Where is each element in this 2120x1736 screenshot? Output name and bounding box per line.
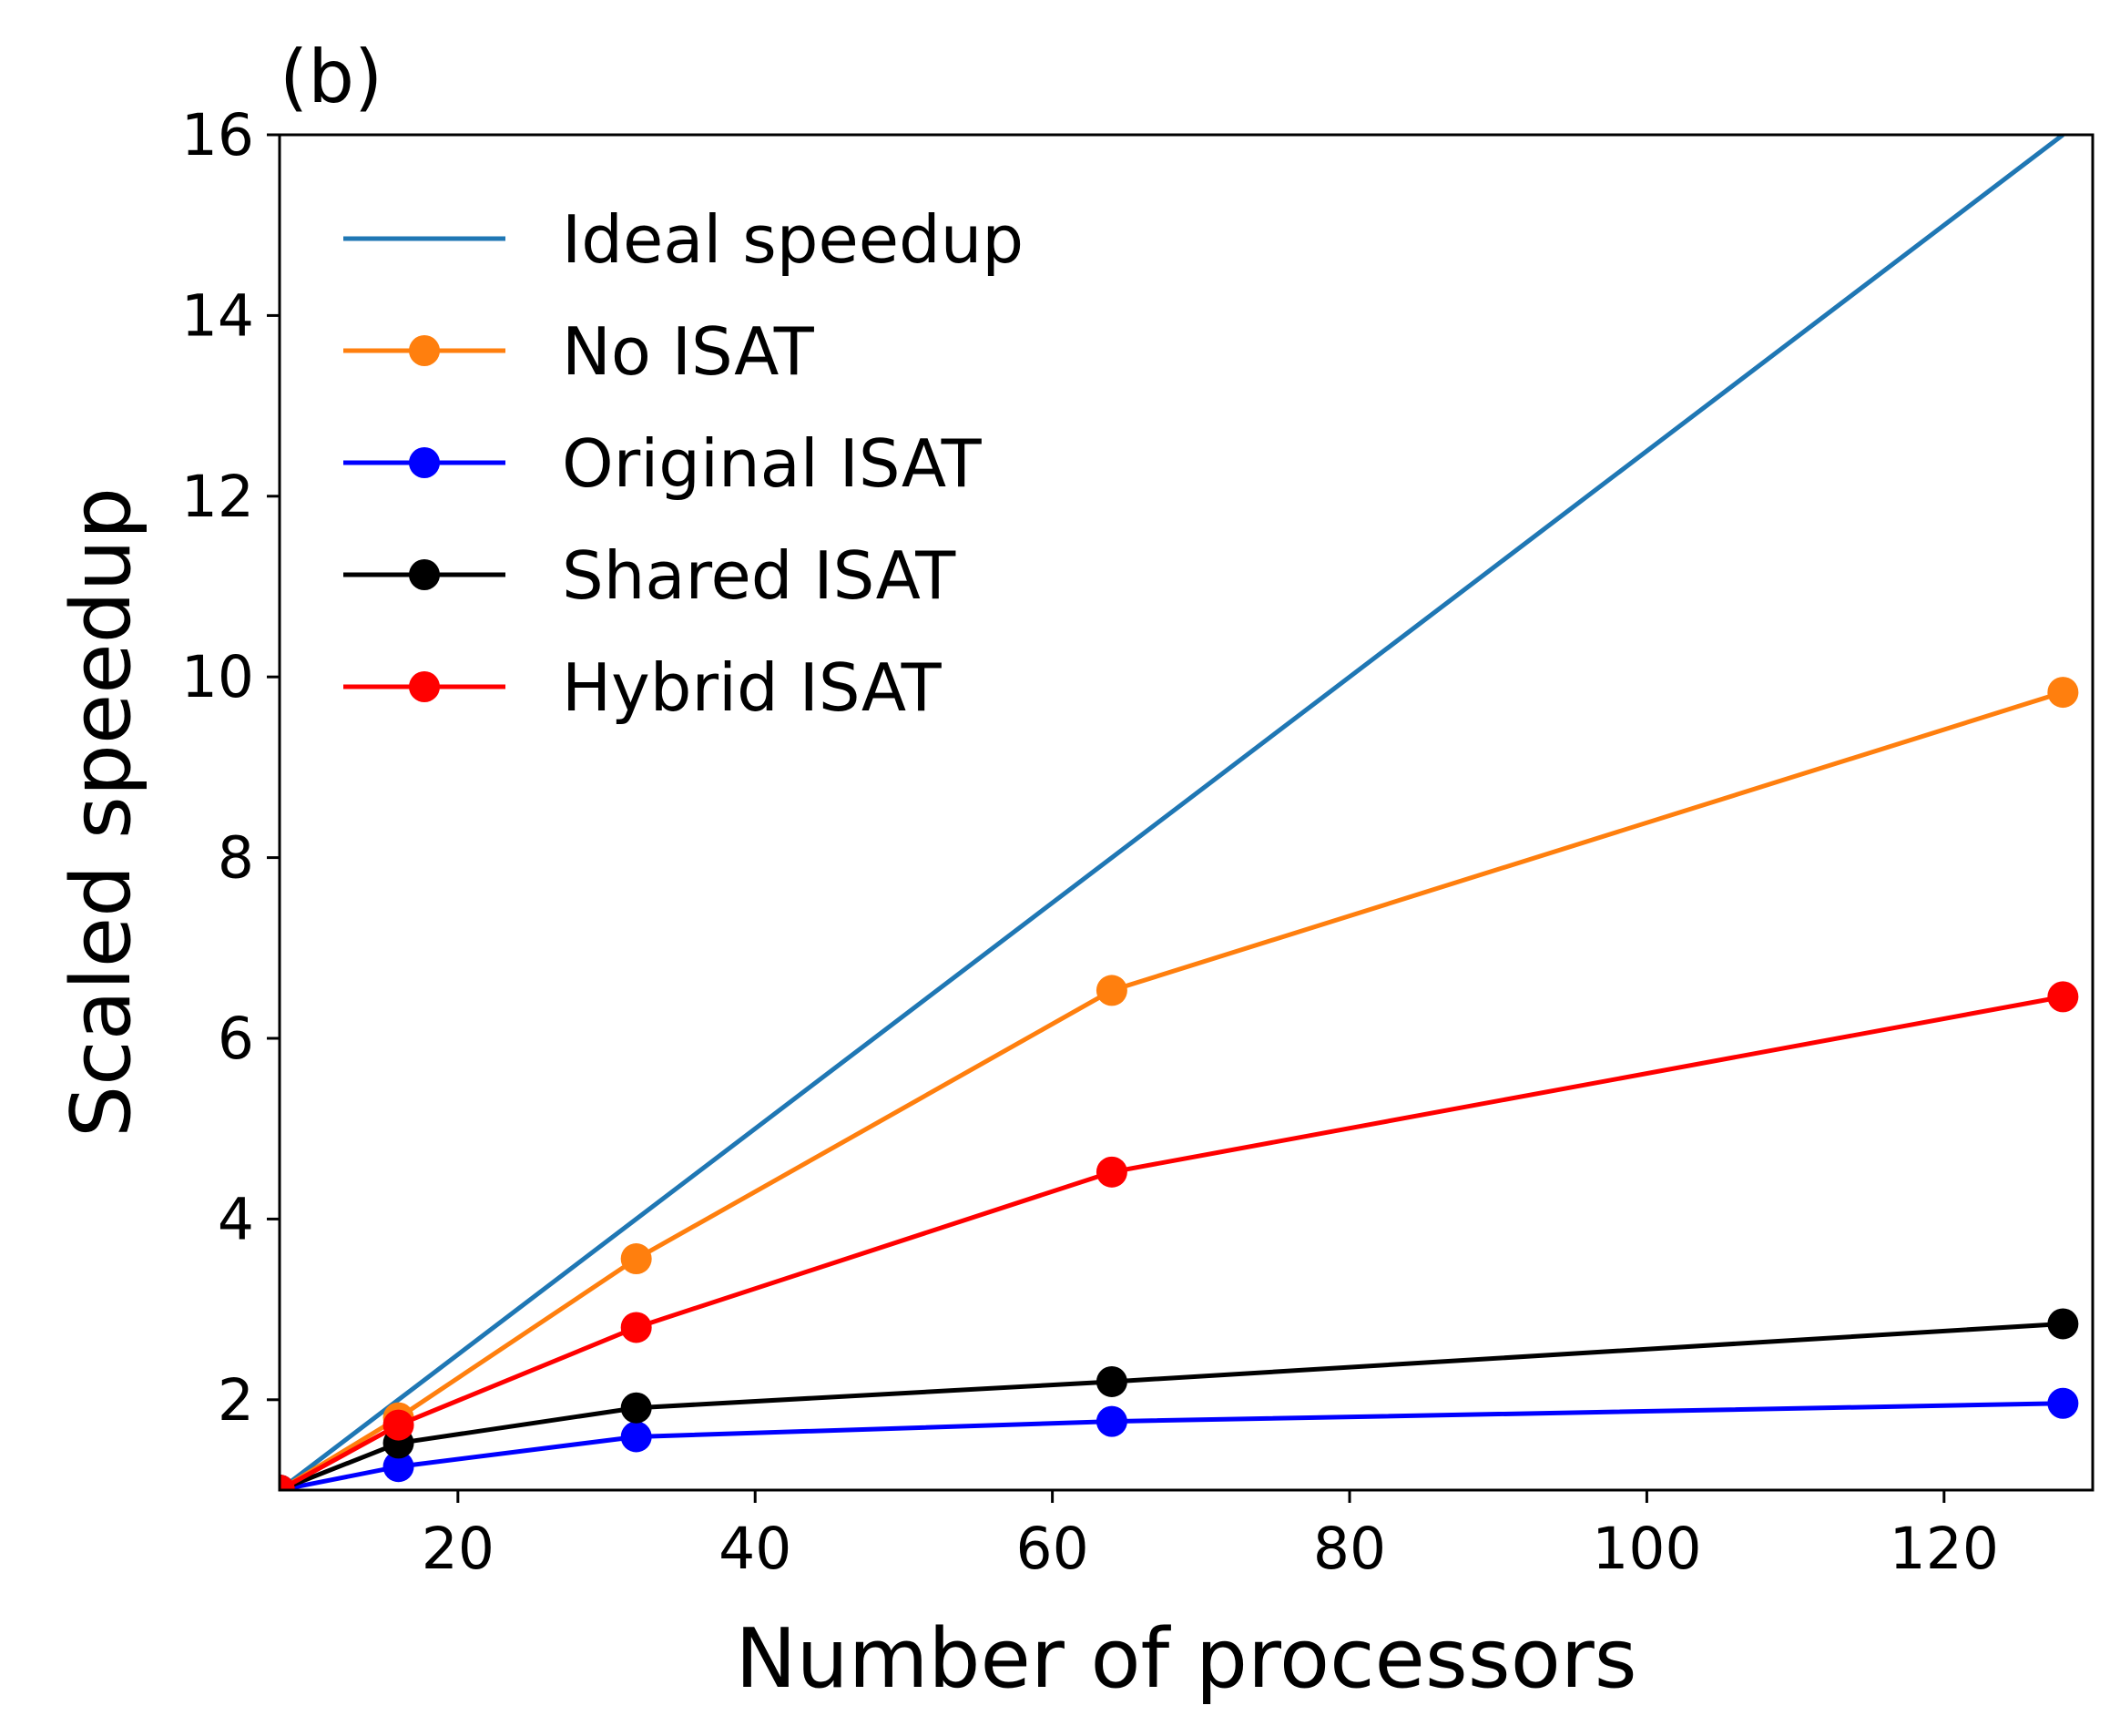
data-point-shared-isat — [2047, 1308, 2079, 1340]
data-point-no-isat — [2047, 677, 2079, 709]
plot-content — [280, 135, 2079, 1490]
x-tick-label: 60 — [1016, 1516, 1089, 1582]
y-tick-label: 4 — [218, 1186, 254, 1252]
series-line-ideal-speedup — [280, 135, 2064, 1490]
legend-label-shared-isat: Shared ISAT — [562, 537, 956, 614]
series-line-original-isat — [280, 1401, 2064, 1490]
panel-label: (b) — [280, 35, 382, 119]
x-tick-label: 40 — [719, 1516, 791, 1582]
data-point-shared-isat — [620, 1392, 652, 1424]
data-point-original-isat — [382, 1451, 414, 1483]
data-point-hybrid-isat — [1096, 1156, 1127, 1188]
data-point-hybrid-isat — [620, 1312, 652, 1343]
data-point-hybrid-isat — [2047, 981, 2079, 1013]
data-point-no-isat — [620, 1243, 652, 1275]
legend-marker-hybrid-isat — [409, 671, 440, 702]
legend-label-no-isat: No ISAT — [562, 313, 815, 390]
x-tick-label: 20 — [422, 1516, 494, 1582]
y-tick-label: 8 — [218, 825, 254, 892]
legend-marker-original-isat — [409, 447, 440, 478]
data-point-shared-isat — [1096, 1365, 1127, 1397]
y-tick-label: 6 — [218, 1006, 254, 1072]
legend-label-hybrid-isat: Hybrid ISAT — [562, 649, 943, 726]
data-point-hybrid-isat — [382, 1409, 414, 1441]
x-axis-title: Number of processors — [735, 1611, 1636, 1707]
plot-frame — [278, 133, 2095, 1492]
legend-marker-no-isat — [409, 335, 440, 366]
y-tick-label: 14 — [181, 282, 254, 349]
legend-label-ideal-speedup: Ideal speedup — [562, 201, 1024, 278]
x-tick-label: 120 — [1890, 1516, 1999, 1582]
y-tick-label: 12 — [181, 464, 254, 530]
series-line-hybrid-isat — [280, 994, 2064, 1490]
data-point-original-isat — [620, 1421, 652, 1453]
y-tick-label: 2 — [218, 1367, 254, 1434]
x-tick-label: 80 — [1313, 1516, 1386, 1582]
y-axis: 2 4 6 8 10 12 14 16 — [181, 102, 280, 1434]
data-point-no-isat — [1096, 975, 1127, 1006]
y-tick-label: 10 — [181, 644, 254, 710]
data-point-original-isat — [2047, 1387, 2079, 1419]
x-axis: 20 40 60 80 100 120 — [422, 1490, 1999, 1582]
legend-label-original-isat: Original ISAT — [562, 425, 983, 502]
y-axis-title: Scaled speedup — [54, 487, 149, 1138]
y-tick-label: 16 — [181, 102, 254, 168]
x-tick-label: 100 — [1592, 1516, 1701, 1582]
data-point-hybrid-isat — [280, 1475, 295, 1490]
data-point-original-isat — [1096, 1405, 1127, 1437]
legend: Ideal speedup No ISAT Original ISAT Shared … — [343, 201, 1024, 726]
legend-marker-shared-isat — [409, 559, 440, 590]
